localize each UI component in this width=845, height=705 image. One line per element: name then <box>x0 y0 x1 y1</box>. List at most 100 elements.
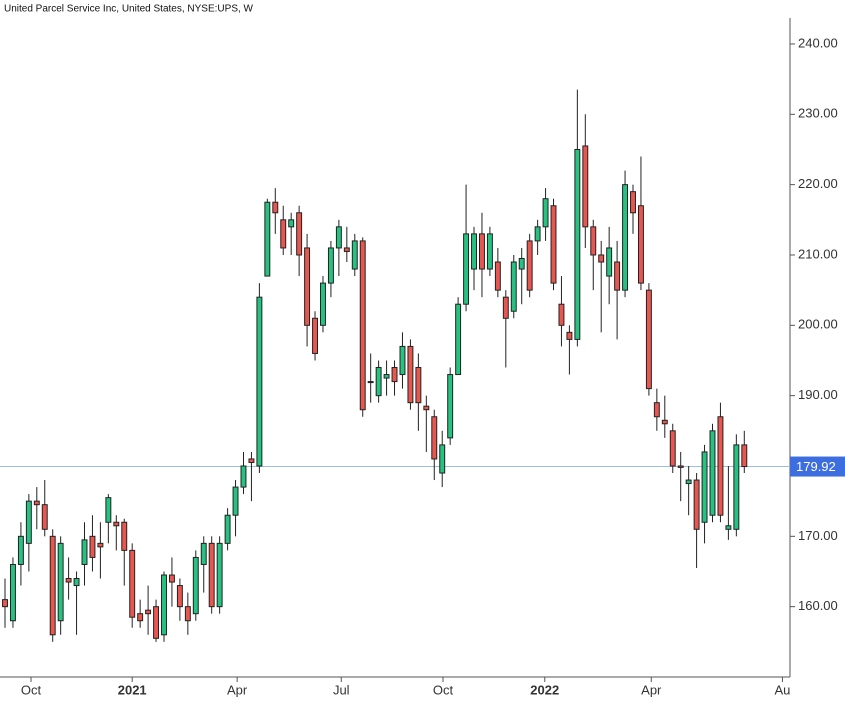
candle-body <box>423 405 430 411</box>
candle-body <box>717 416 724 516</box>
candle-body <box>407 345 414 404</box>
candles <box>2 89 748 642</box>
candle-body <box>630 191 636 214</box>
candle-body <box>431 416 438 460</box>
x-tick-label: Apr <box>641 682 662 697</box>
candle-body <box>542 198 549 228</box>
candle-body <box>41 504 48 530</box>
candle-body <box>176 585 183 608</box>
candle-body <box>343 247 350 252</box>
candle-body <box>57 542 64 622</box>
candle-body <box>240 465 247 488</box>
candle-body <box>113 521 120 527</box>
candle-body <box>375 367 382 397</box>
candle-body <box>494 261 501 291</box>
y-tick-label: 170.00 <box>798 528 838 543</box>
candle-body <box>145 609 152 615</box>
candle-body <box>17 535 24 565</box>
candle-body <box>168 574 175 583</box>
candle-body <box>121 521 128 551</box>
candle-body <box>622 184 629 291</box>
candle-body <box>725 525 732 530</box>
x-tick-label: Oct <box>433 682 454 697</box>
candle-body <box>741 444 748 468</box>
candle-body <box>192 556 199 615</box>
candle-body <box>590 226 597 256</box>
candle-body <box>661 419 668 425</box>
candle-body <box>137 613 144 622</box>
candle-body <box>447 374 454 439</box>
candle-body <box>272 201 279 214</box>
x-tick-label: 2021 <box>118 682 147 697</box>
candle-body <box>304 247 311 326</box>
candle-body <box>598 254 605 263</box>
candle-body <box>320 282 326 326</box>
candle-body <box>184 606 191 622</box>
candle-body <box>89 535 96 558</box>
candle-body <box>232 486 239 516</box>
candle-body <box>25 500 32 544</box>
candle-body <box>367 381 374 384</box>
candle-body <box>256 296 263 467</box>
last-price-box <box>790 456 845 477</box>
candle-body <box>645 289 652 390</box>
y-tick-label: 210.00 <box>798 246 838 261</box>
candle-body <box>9 563 16 622</box>
candle-body <box>280 219 287 249</box>
candle-body <box>296 212 303 256</box>
candle-body <box>200 542 207 565</box>
x-tick-label: Apr <box>227 682 248 697</box>
candle-body <box>73 578 80 587</box>
candle-body <box>518 257 525 270</box>
candle-body <box>65 578 72 583</box>
candle-body <box>312 317 318 354</box>
candle-body <box>105 497 112 523</box>
candle-body <box>733 444 740 530</box>
candle-body <box>693 479 700 530</box>
y-tick-label: 230.00 <box>798 106 838 121</box>
candle-body <box>383 374 390 379</box>
candle-body <box>216 542 223 608</box>
candle-body <box>558 303 565 326</box>
x-tick-label: Au <box>774 682 790 697</box>
candle-body <box>614 261 621 291</box>
candle-body <box>502 296 509 319</box>
candle-body <box>566 331 573 340</box>
candle-body <box>224 514 231 544</box>
candle-body <box>351 240 358 270</box>
candle-body <box>582 145 589 228</box>
candle-body <box>264 201 271 277</box>
candle-body <box>701 451 708 523</box>
candle-body <box>455 303 462 376</box>
candle-body <box>288 219 295 228</box>
candle-body <box>97 542 104 548</box>
chart-title: United Parcel Service Inc, United States… <box>4 4 254 15</box>
candle-body <box>335 226 342 249</box>
candle-body <box>463 233 470 305</box>
candle-body <box>526 240 533 291</box>
candle-body <box>534 226 541 242</box>
candle-body <box>653 402 660 418</box>
candle-body <box>81 539 88 565</box>
candle-body <box>399 345 406 376</box>
candle-body <box>208 542 215 608</box>
candle-body <box>550 205 557 284</box>
candle-body <box>471 233 477 270</box>
candle-body <box>161 574 167 636</box>
candle-body <box>439 444 446 474</box>
x-tick-label: Jul <box>333 682 350 697</box>
candle-body <box>153 606 160 639</box>
candle-body <box>606 247 613 277</box>
candle-body <box>129 549 136 618</box>
candle-body <box>33 500 40 506</box>
candle-body <box>2 599 8 608</box>
x-tick-label: Oct <box>21 682 42 697</box>
candle-body <box>248 458 255 463</box>
candle-body <box>574 148 581 340</box>
y-tick-label: 240.00 <box>798 35 838 50</box>
last-price-label: 179.92 <box>796 459 836 474</box>
candle-body <box>637 205 644 284</box>
y-tick-label: 190.00 <box>798 387 838 402</box>
